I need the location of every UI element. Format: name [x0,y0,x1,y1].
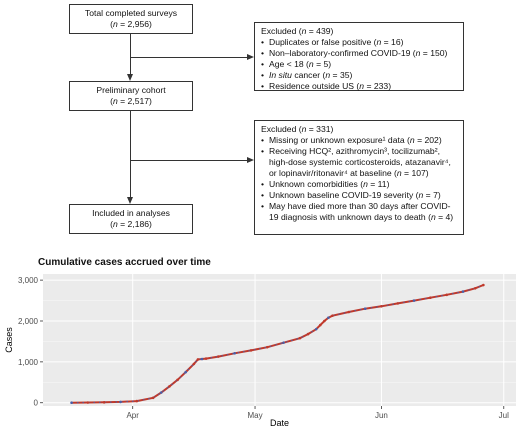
excluded-2-item: Missing or unknown exposure¹ data (n = 2… [261,135,457,146]
flow-arrow-right-1 [247,54,254,60]
data-point [204,357,208,360]
data-point [168,385,171,388]
data-point [314,327,318,331]
chart-title: Cumulative cases accrued over time [38,257,211,268]
data-point [196,358,200,361]
plot-background [43,274,516,406]
flow-line-branch-1 [130,57,247,58]
excluded-1-item: In situ cancer (n = 35) [261,70,457,81]
data-point [327,316,330,320]
data-point [184,370,188,374]
excluded-box-1: Excluded (n = 439) Duplicates or false p… [254,22,464,92]
data-point [298,336,302,340]
excluded-2-list: Missing or unknown exposure¹ data (n = 2… [261,135,457,223]
y-tick-label: 2,000 [18,317,39,326]
data-point [265,345,269,349]
preliminary-cohort-label: Preliminary cohort [96,85,166,95]
data-point [323,319,326,323]
data-point [200,357,204,361]
data-point [159,391,163,394]
data-point [347,310,351,314]
excluded-1-header: Excluded (n = 439) [261,26,334,36]
excluded-box-2: Excluded (n = 331) Missing or unknown ex… [254,120,464,235]
data-point [86,401,90,404]
data-point [249,349,253,352]
data-point [176,378,179,382]
data-point [461,290,465,293]
included-analyses-box: Included in analyses (n = 2,186) [69,204,193,234]
excluded-2-item: Receiving HCQ², azithromycin³, tocilizum… [261,146,457,179]
x-tick-label: May [247,411,262,420]
flow-arrow-down-2 [127,197,133,204]
data-point [380,304,383,308]
flow-line-main-1 [130,34,131,74]
y-axis-ticks: 0 1,000 2,000 3,000 [18,276,43,408]
x-axis-label: Date [270,418,289,428]
flow-line-branch-2 [130,160,247,161]
excluded-1-item: Non–laboratory-confirmed COVID-19 (n = 1… [261,48,457,59]
data-point [70,401,73,405]
data-point [151,396,155,400]
data-point [135,399,139,403]
excluded-1-list: Duplicates or false positive (n = 16) No… [261,37,457,92]
series-line-overlay [71,284,484,404]
preliminary-cohort-count: (n = 2,517) [110,96,152,106]
y-tick-label: 0 [34,399,39,408]
excluded-2-item: Unknown baseline COVID-19 severity (n = … [261,190,457,201]
data-point [429,296,432,300]
x-axis-ticks: Apr May Jun Jul [126,406,509,420]
y-axis-label: Cases [4,327,14,353]
excluded-1-item: Age < 18 (n = 5) [261,59,457,70]
total-surveys-label: Total completed surveys [84,8,178,18]
excluded-2-header: Excluded (n = 331) [261,124,334,134]
data-point [331,314,334,317]
flow-arrow-right-2 [247,157,254,163]
data-point [233,351,236,355]
flow-arrow-down-1 [127,74,133,81]
total-surveys-box: Total completed surveys (n = 2,956) [69,4,193,34]
included-analyses-label: Included in analyses [92,208,170,218]
x-tick-label: Jul [499,411,509,420]
data-point [119,400,122,404]
data-point [318,323,322,327]
x-tick-label: Apr [126,411,139,420]
included-analyses-count: (n = 2,186) [110,219,152,229]
data-point [102,401,106,404]
preliminary-cohort-box: Preliminary cohort (n = 2,517) [69,81,193,111]
data-point [445,293,448,297]
excluded-1-item: Duplicates or false positive (n = 16) [261,37,457,48]
y-tick-label: 1,000 [18,358,39,367]
data-point [192,362,196,366]
series-group [70,283,485,405]
y-tick-label: 3,000 [18,276,39,285]
excluded-2-item: May have died more than 30 days after CO… [261,201,457,223]
plot-grid [43,274,516,406]
data-point [412,299,416,302]
data-point [217,355,220,358]
total-surveys-count: (n = 2,956) [110,19,152,29]
data-point [482,283,485,287]
series-line [71,284,484,404]
data-point [363,307,367,311]
excluded-1-item: Residence outside US (n = 233) [261,81,457,92]
data-point [396,302,400,305]
data-point [282,341,285,344]
flow-line-main-2 [130,111,131,197]
data-point [473,287,477,290]
excluded-2-item: Unknown comorbidities (n = 11) [261,179,457,190]
data-point [306,332,310,336]
x-tick-label: Jun [375,411,388,420]
